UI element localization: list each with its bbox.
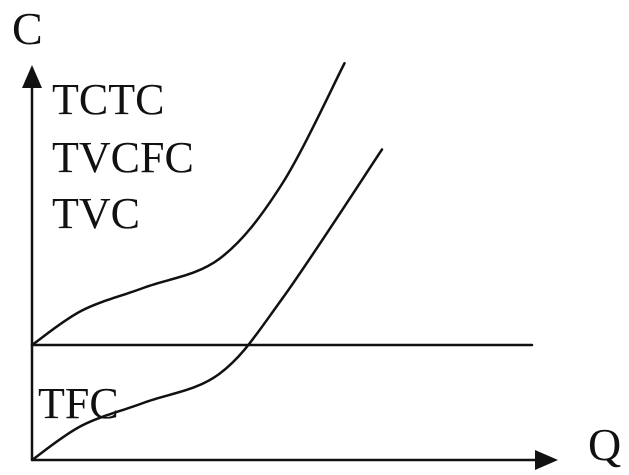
y-axis-label: C — [12, 3, 43, 54]
x-axis-label: Q — [588, 419, 621, 470]
curve-label-line-1: TCTC — [52, 75, 164, 124]
series-tc-line — [30, 62, 346, 347]
x-axis-arrow-icon — [535, 450, 558, 470]
series-layer — [30, 62, 534, 462]
curve-label-line-2: TVCFC — [52, 133, 194, 182]
curve-label-line-3: TVC — [52, 189, 140, 238]
tfc-label: TFC — [38, 379, 119, 428]
series-tvc-line — [30, 148, 384, 462]
y-axis-arrow-icon — [22, 65, 42, 88]
